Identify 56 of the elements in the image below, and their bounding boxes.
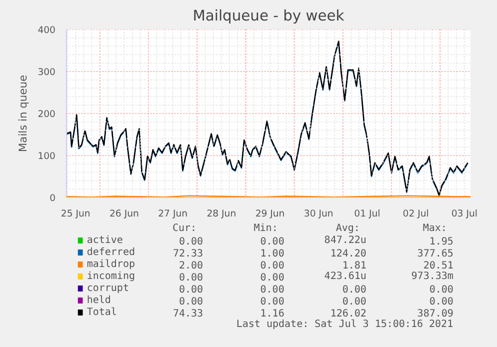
legend-label: Total <box>86 307 117 318</box>
text: Min: <box>254 223 278 234</box>
text: 1.81 <box>342 260 366 272</box>
text: 0.00 <box>429 296 454 308</box>
text: 0.00 <box>260 284 284 296</box>
text: 0.00 <box>178 284 204 296</box>
x-tick-label: 30 Jun <box>304 208 334 220</box>
x-tick-label: 25 Jun <box>60 208 90 220</box>
text: 2.00 <box>178 260 204 272</box>
x-tick-label: 03 Jul <box>451 208 478 220</box>
x-tick-label: 29 Jun <box>255 208 285 220</box>
text: 847.22u <box>324 235 366 246</box>
text: 20.51 <box>423 260 454 272</box>
x-tick-label: 26 Jun <box>110 208 140 220</box>
text: 0.00 <box>260 272 284 284</box>
y-tick-label: 400 <box>38 25 56 36</box>
text: 1.16 <box>260 308 284 320</box>
legend-label: active <box>86 235 123 246</box>
legend-label: maildrop <box>86 259 135 270</box>
x-tick-label: 02 Jul <box>402 208 429 220</box>
x-tick-label: 27 Jun <box>158 208 188 220</box>
legend-label: deferred <box>86 247 135 258</box>
legend-label: corrupt <box>86 283 129 294</box>
chart-title: Mailqueue - by week <box>192 8 345 24</box>
text: 0.00 <box>342 296 366 308</box>
text: Avg: <box>336 223 360 234</box>
text: Last update: Sat Jul 3 15:00:16 2021 <box>236 319 454 330</box>
text: 423.61u <box>324 271 366 282</box>
text: Cur: <box>172 223 197 234</box>
legend-label: incoming <box>86 271 135 282</box>
text: 1.00 <box>260 248 284 260</box>
x-tick-label: 28 Jun <box>206 208 236 220</box>
legend-label: held <box>86 295 111 306</box>
text: 0.00 <box>178 272 204 284</box>
text: Max: <box>422 223 447 234</box>
text: 0.00 <box>429 284 454 296</box>
text: 74.33 <box>172 308 204 320</box>
text: 126.02 <box>330 308 366 320</box>
x-tick-label: 01 Jul <box>354 208 380 220</box>
text: 377.65 <box>417 248 454 260</box>
text: 0.00 <box>178 236 204 248</box>
text: 1.95 <box>429 236 454 248</box>
text: 124.20 <box>330 248 366 260</box>
y-tick-label: 200 <box>38 109 56 120</box>
y-tick-label: 0 <box>50 193 56 204</box>
text: 0.00 <box>260 260 284 272</box>
y-axis-title: Mails in queue <box>16 74 30 152</box>
text: 387.09 <box>417 308 454 320</box>
text: 0.00 <box>260 296 284 308</box>
text: 0.00 <box>342 284 366 296</box>
text: 0.00 <box>178 296 204 308</box>
y-tick-label: 100 <box>38 151 56 162</box>
text: 72.33 <box>172 248 204 260</box>
text: 973.33m <box>411 271 454 282</box>
y-tick-label: 300 <box>38 67 56 78</box>
text: 0.00 <box>260 236 284 248</box>
